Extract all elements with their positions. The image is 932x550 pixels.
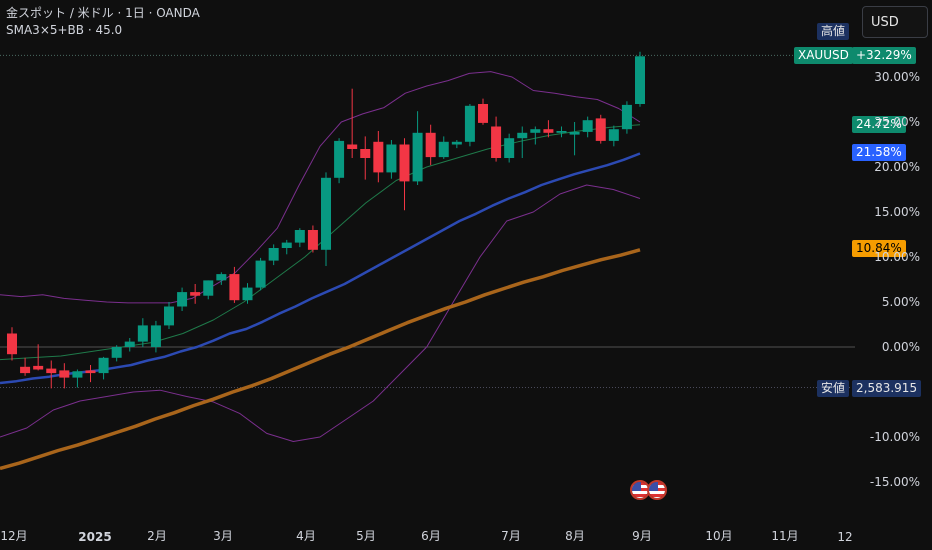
candle-body (268, 248, 279, 261)
candle-body (386, 144, 397, 173)
candle-body (504, 138, 515, 158)
candle-body (412, 132, 423, 182)
y-tick-label: 0.00% (881, 340, 920, 354)
x-tick-label: 4月 (296, 529, 316, 543)
last-change-label: +32.29% (852, 47, 916, 64)
candle-body (517, 132, 528, 139)
currency-button[interactable]: USD (862, 6, 928, 38)
candle-body (360, 149, 371, 158)
x-tick-label: 8月 (565, 529, 585, 543)
sma-mid-label: 21.58% (852, 144, 906, 161)
sma-mid-series (0, 152, 641, 385)
candle-body (399, 144, 410, 182)
candle-body (281, 242, 292, 248)
candle-body (190, 292, 201, 296)
candle-body (111, 347, 122, 358)
candle-body (635, 56, 645, 104)
x-tick-label: 11月 (771, 529, 799, 543)
candle-body (556, 131, 567, 133)
bb-basis-label: 24.72% (852, 116, 906, 133)
candle-body (255, 260, 266, 288)
indicator-label[interactable]: SMA3×5+BB · 45.0 (6, 23, 123, 37)
candle-body (307, 230, 318, 250)
candle-body (530, 129, 541, 133)
high-tag: 高値 (817, 23, 850, 40)
x-tick-label: 12月 (0, 529, 28, 543)
x-tick-label: 10月 (705, 529, 733, 543)
bb-lower-series (0, 184, 641, 442)
candle-body (72, 371, 83, 378)
candle-body (373, 141, 384, 173)
x-tick-label: 2025 (78, 530, 112, 544)
sma-long-label: 10.84% (852, 240, 906, 257)
bb-basis-series (0, 124, 641, 361)
x-tick-label: 6月 (421, 529, 441, 543)
candle-body (216, 274, 227, 281)
candle-body (582, 120, 593, 132)
candle-body (33, 365, 44, 370)
low-tag: 安値 (817, 380, 850, 397)
candle-body (478, 104, 488, 123)
candle-body (59, 370, 70, 378)
sma-long-series (0, 248, 641, 471)
y-tick-label: -15.00% (869, 475, 920, 489)
candle-body (85, 370, 96, 374)
y-tick-label: -10.00% (869, 430, 920, 444)
candle-body (464, 105, 475, 142)
candle-body (595, 118, 606, 141)
candle-body (229, 274, 240, 301)
x-tick-label: 5月 (356, 529, 376, 543)
candle-body (124, 341, 135, 347)
x-tick-label: 12 (837, 530, 853, 544)
x-tick-label: 3月 (213, 529, 233, 543)
x-tick-label: 9月 (632, 529, 652, 543)
candle-body (164, 306, 174, 326)
y-tick-label: 25.00% (874, 115, 920, 129)
candle-body (177, 292, 188, 307)
y-tick-label: 5.00% (881, 295, 920, 309)
candle-body (621, 104, 632, 130)
candle-body (137, 325, 148, 342)
candle-body (569, 131, 580, 135)
us-flag-event-icon[interactable] (647, 480, 667, 500)
x-tick-label: 2月 (147, 529, 167, 543)
us-flag-event-icon[interactable] (630, 480, 650, 500)
candle-body (321, 177, 331, 250)
candle-body (543, 129, 554, 133)
y-tick-label: 30.00% (874, 70, 920, 84)
symbol-badge: XAUUSD (794, 47, 853, 64)
candle-body (98, 357, 109, 374)
low-value-label: 2,583.915 (852, 380, 922, 397)
candle-body (334, 140, 345, 178)
bb-upper-series (0, 71, 641, 304)
candle-body (347, 144, 358, 149)
x-tick-label: 7月 (501, 529, 521, 543)
candle-body (20, 366, 31, 374)
candle-body (46, 368, 57, 374)
candle-body (491, 126, 502, 158)
candle-body (294, 230, 305, 243)
candle-body (608, 129, 619, 141)
candle-body (7, 333, 17, 355)
y-tick-label: 15.00% (874, 205, 920, 219)
y-tick-label: 20.00% (874, 160, 920, 174)
candle-body (242, 287, 253, 301)
candle-body (203, 280, 214, 296)
candle-body (150, 325, 161, 347)
y-tick-label: 10.00% (874, 250, 920, 264)
candle-body (451, 141, 462, 145)
symbol-title[interactable]: 金スポット / 米ドル · 1日 · OANDA (6, 6, 200, 20)
candle-body (425, 132, 436, 158)
candle-body (438, 141, 449, 158)
